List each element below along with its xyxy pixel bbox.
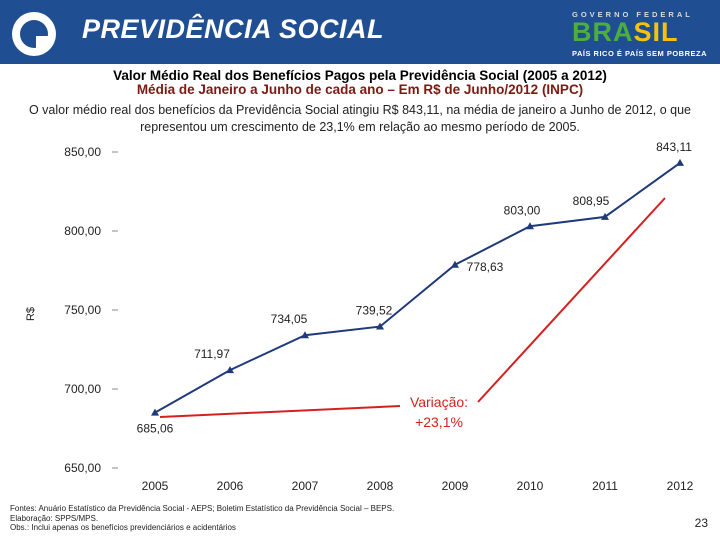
data-label: 843,11 — [656, 140, 692, 154]
x-tick-label: 2011 — [592, 479, 618, 493]
x-axis: 2005 2006 2007 2008 2009 2010 2011 2012 — [142, 479, 694, 493]
variation-arrow-line — [159, 405, 401, 418]
y-tick-label: 800,00 — [64, 224, 101, 238]
data-point — [601, 212, 609, 220]
data-point — [301, 331, 309, 339]
data-point — [376, 322, 384, 330]
x-tick-label: 2009 — [442, 479, 469, 493]
data-point — [151, 408, 159, 416]
data-point — [226, 366, 234, 374]
y-axis-label: R$ — [25, 307, 37, 321]
y-tick-label: 850,00 — [64, 145, 101, 159]
data-label: 711,97 — [194, 347, 230, 361]
variation-label-line2: +23,1% — [415, 414, 463, 430]
data-point — [526, 222, 534, 230]
footnote-prepared-by: Elaboração: SPPS/MPS. — [10, 513, 99, 523]
data-label: 734,05 — [271, 312, 308, 326]
footnote-sources: Fontes: Anuário Estatístico da Previdênc… — [10, 504, 395, 513]
data-label: 808,95 — [573, 194, 610, 208]
x-tick-label: 2010 — [517, 479, 544, 493]
variation-arrow-curve — [477, 197, 666, 403]
variation-label-line1: Variação: — [410, 394, 468, 410]
y-axis: 650,00 700,00 750,00 800,00 850,00 — [64, 145, 118, 475]
chart-description: O valor médio real dos benefícios da Pre… — [28, 103, 691, 134]
chart-title: Valor Médio Real dos Benefícios Pagos pe… — [113, 68, 607, 83]
brasil-logo: BRASIL — [572, 17, 679, 47]
header-banner: PREVIDÊNCIA SOCIAL GOVERNO FEDERAL BRASI… — [0, 0, 720, 64]
chart-subtitle: Média de Janeiro a Junho de cada ano – E… — [136, 82, 584, 97]
data-point — [451, 260, 459, 268]
data-point — [676, 158, 684, 166]
data-points — [151, 158, 684, 416]
brand-title: PREVIDÊNCIA SOCIAL — [82, 14, 385, 44]
x-tick-label: 2005 — [142, 479, 169, 493]
government-slogan: PAÍS RICO É PAÍS SEM POBREZA — [572, 49, 707, 58]
page-number: 23 — [694, 516, 708, 530]
data-labels: 685,06 711,97 734,05 739,52 778,63 803,00 808,… — [137, 140, 693, 436]
x-tick-label: 2008 — [367, 479, 394, 493]
data-label: 739,52 — [356, 304, 393, 318]
footnotes: Fontes: Anuário Estatístico da Previdênc… — [10, 504, 394, 533]
footnote-note: Obs.: Inclui apenas os benefícios previd… — [10, 523, 236, 532]
x-tick-label: 2006 — [217, 479, 244, 493]
y-tick-label: 700,00 — [64, 382, 101, 396]
data-label: 803,00 — [504, 203, 541, 217]
data-label: 685,06 — [137, 422, 174, 436]
y-tick-label: 750,00 — [64, 303, 101, 317]
previdencia-logo-icon — [12, 12, 56, 56]
government-label: GOVERNO FEDERAL — [572, 10, 693, 19]
series-line — [154, 162, 681, 414]
data-label: 778,63 — [467, 260, 504, 274]
x-tick-label: 2007 — [292, 479, 319, 493]
y-tick-label: 650,00 — [64, 461, 101, 475]
x-tick-label: 2012 — [667, 479, 694, 493]
